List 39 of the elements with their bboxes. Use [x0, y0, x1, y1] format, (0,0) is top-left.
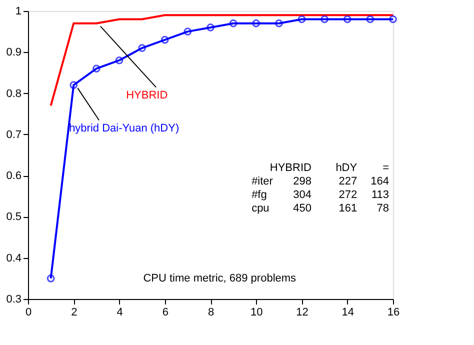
point	[298, 15, 306, 24]
point	[229, 19, 238, 28]
text: HYBRID	[126, 89, 168, 102]
x-tick-label: 14	[342, 306, 354, 318]
point	[320, 15, 328, 24]
point	[160, 36, 169, 44]
x-tick-label: 10	[250, 306, 263, 318]
annotation: CPU time metric, 689 problems	[143, 272, 297, 284]
point	[366, 15, 374, 24]
point	[115, 56, 124, 64]
x-tick-label: 4	[116, 306, 123, 318]
x-tick-label: 2	[71, 306, 78, 318]
text: #fg 304 272 113	[252, 189, 390, 202]
text: #iter 298 227 164	[252, 176, 390, 188]
x-tick-label: 0	[25, 306, 32, 318]
series-label: hybrid Dai-Yuan (hDY)	[69, 122, 180, 134]
x-tick-label: 8	[208, 306, 214, 318]
y-tick-label: 1	[15, 6, 22, 18]
point	[206, 24, 214, 32]
x-tick-label: 12	[296, 306, 308, 318]
y-tick-label: 0.5	[6, 211, 22, 224]
point	[184, 28, 192, 36]
y-tick-label: 0.7	[6, 128, 22, 141]
x-tick-label: 6	[162, 306, 168, 318]
y-tick-label: 0.4	[6, 252, 22, 264]
point	[343, 15, 352, 24]
text: cpu 450 161 78	[252, 202, 390, 215]
y-tick-label: 0.8	[6, 88, 22, 100]
point	[70, 81, 78, 89]
y-tick-label: 0.9	[6, 46, 22, 59]
text: HYBRID hDY =	[270, 162, 390, 174]
x-tick-label: 16	[387, 306, 400, 318]
point	[138, 44, 146, 52]
point	[275, 19, 283, 28]
y-tick-label: 0.6	[6, 170, 22, 182]
y-tick-label: 0.3	[6, 294, 22, 306]
point	[92, 64, 100, 73]
line-series	[50, 14, 394, 107]
point	[252, 19, 260, 28]
